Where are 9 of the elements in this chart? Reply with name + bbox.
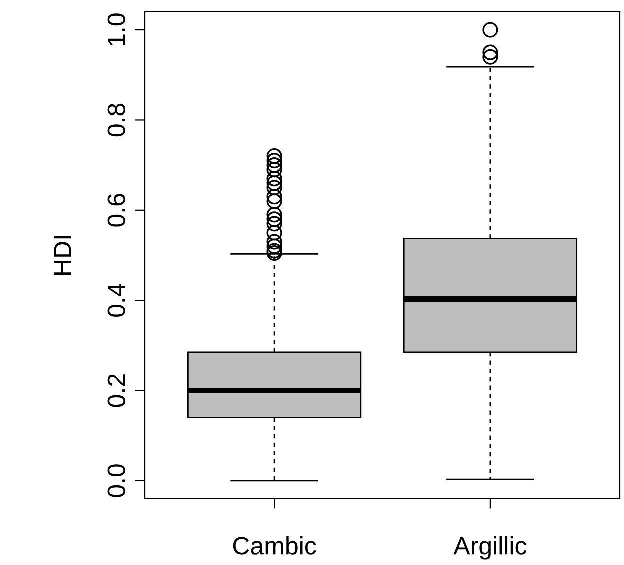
y-axis-title: HDI bbox=[54, 236, 72, 275]
y-tick-label: 1.0 bbox=[108, 14, 126, 46]
x-tick-label: Cambic bbox=[233, 536, 316, 555]
y-tick-label: 0.2 bbox=[108, 374, 126, 408]
y-tick-label: 0.6 bbox=[108, 194, 126, 227]
y-tick-label: 0.8 bbox=[108, 104, 126, 137]
y-tick-label: 0.0 bbox=[108, 464, 126, 498]
y-tick-label: 0.4 bbox=[108, 284, 126, 317]
x-tick-label: Argillic bbox=[454, 536, 527, 560]
